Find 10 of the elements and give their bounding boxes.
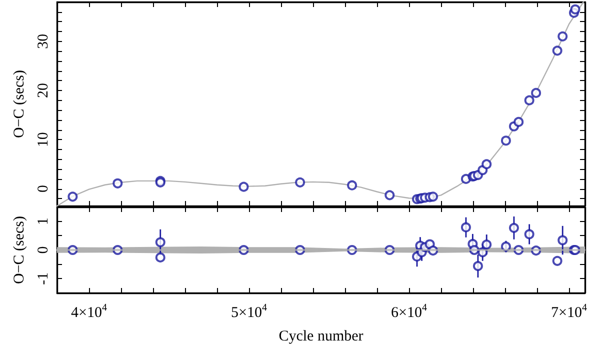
y-tick-label: 10: [36, 132, 52, 148]
y-tick-label: -1: [36, 272, 52, 285]
y-tick-label: 0: [36, 246, 52, 254]
y-axis-title: O−C (secs): [12, 216, 28, 284]
y-tick-label: 0: [36, 185, 52, 193]
y-tick-label: 1: [36, 218, 52, 226]
y-tick-label: 20: [36, 82, 52, 98]
y-axis-title: O−C (secs): [12, 70, 28, 138]
x-axis-title: Cycle number: [278, 328, 364, 344]
y-tick-label: 30: [36, 34, 52, 49]
